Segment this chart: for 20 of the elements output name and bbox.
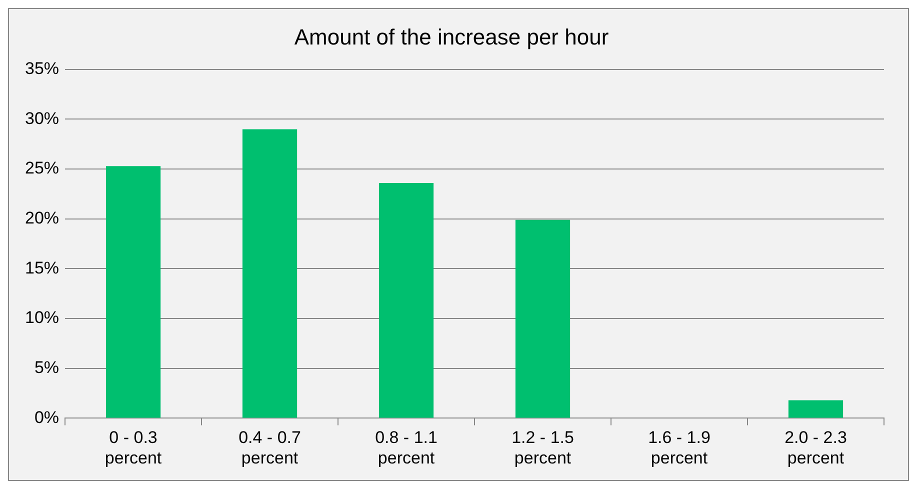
x-tick-label: 1.6 - 1.9 percent	[648, 428, 710, 468]
x-tick-label: 0 - 0.3 percent	[104, 428, 162, 468]
bar	[515, 220, 570, 418]
y-tick-label: 35%	[24, 59, 60, 78]
y-tick-label: 10%	[24, 308, 60, 328]
bar	[378, 183, 434, 418]
x-tick-label: 2.0 - 2.3 percent	[784, 428, 847, 468]
y-tick-label: 25%	[24, 158, 60, 178]
x-tick-label: 0.8 - 1.1 percent	[375, 428, 438, 468]
y-tick-label: 0%	[34, 408, 60, 427]
bar	[106, 166, 161, 418]
y-tick-label: 15%	[24, 258, 60, 278]
bar	[242, 129, 298, 418]
y-tick-label: 20%	[24, 208, 60, 228]
x-tick-label: 1.2 - 1.5 percent	[512, 428, 574, 468]
chart-title: Amount of the increase per hour	[294, 24, 609, 50]
y-tick-label: 30%	[24, 108, 60, 128]
x-tick-label: 0.4 - 0.7 percent	[238, 428, 301, 468]
y-tick-label: 5%	[34, 358, 60, 378]
bar	[788, 400, 844, 418]
